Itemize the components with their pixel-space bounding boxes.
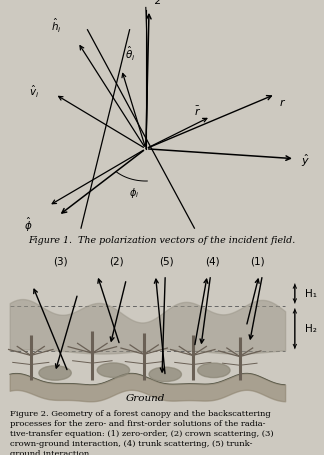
Text: (4): (4): [205, 257, 220, 267]
Text: (5): (5): [159, 257, 174, 267]
Text: $\hat{z}$: $\hat{z}$: [154, 0, 162, 7]
Ellipse shape: [198, 363, 230, 378]
Text: $\hat{\theta}_i$: $\hat{\theta}_i$: [125, 45, 135, 63]
Text: processes for the zero- and first-order solutions of the radia-: processes for the zero- and first-order …: [10, 420, 265, 429]
Ellipse shape: [97, 363, 130, 377]
Text: tive-transfer equation: (1) zero-order, (2) crown scattering, (3): tive-transfer equation: (1) zero-order, …: [10, 430, 273, 438]
Text: Figure 1.  The polarization vectors of the incident field.: Figure 1. The polarization vectors of th…: [29, 237, 295, 246]
Text: crown-ground interaction, (4) trunk scattering, (5) trunk-: crown-ground interaction, (4) trunk scat…: [10, 440, 252, 448]
Text: H₁: H₁: [305, 288, 317, 298]
Text: Figure 2. Geometry of a forest canopy and the backscattering: Figure 2. Geometry of a forest canopy an…: [10, 410, 271, 419]
Text: $\phi_i$: $\phi_i$: [129, 187, 140, 200]
Text: Ground: Ground: [126, 394, 166, 403]
Text: (2): (2): [109, 257, 124, 267]
Text: $\hat{y}$: $\hat{y}$: [301, 153, 310, 169]
Ellipse shape: [39, 366, 71, 380]
Text: ground interaction.: ground interaction.: [10, 450, 92, 455]
Text: (1): (1): [250, 257, 265, 267]
Text: H₂: H₂: [305, 324, 317, 334]
Ellipse shape: [149, 367, 181, 382]
Text: (3): (3): [52, 257, 67, 267]
Text: $\hat{\phi}$: $\hat{\phi}$: [24, 216, 32, 234]
Text: $\bar{r}$: $\bar{r}$: [194, 105, 201, 118]
Text: $\hat{h}_i$: $\hat{h}_i$: [51, 17, 62, 35]
Text: $\hat{v}_i$: $\hat{v}_i$: [29, 84, 39, 100]
Text: $r$: $r$: [279, 97, 286, 108]
